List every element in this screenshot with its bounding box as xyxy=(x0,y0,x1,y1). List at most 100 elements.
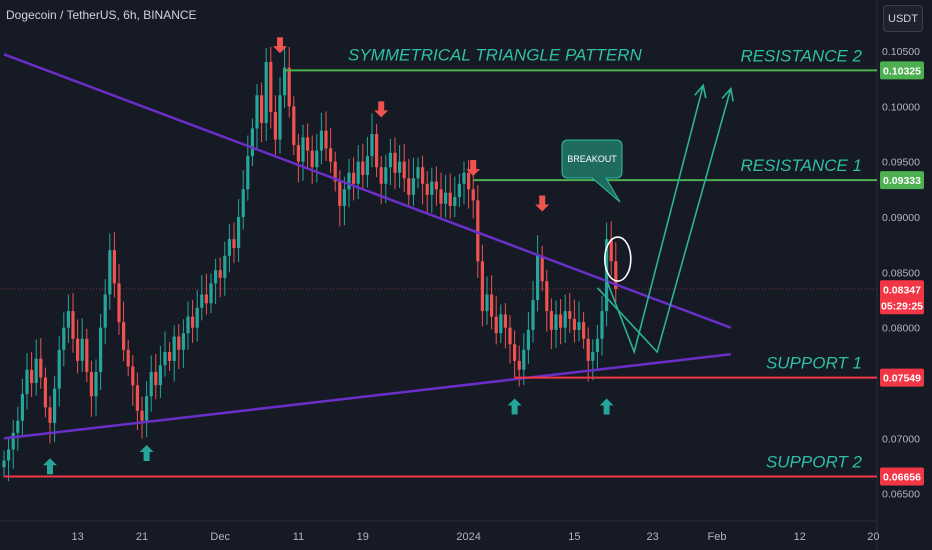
candle-body xyxy=(361,161,365,175)
y-tick-label: 0.10500 xyxy=(882,46,920,58)
projection-arrowhead-icon xyxy=(721,86,734,102)
candle-body xyxy=(457,183,461,198)
candle-body xyxy=(260,95,264,123)
candle-body xyxy=(278,95,282,140)
candle-body xyxy=(232,239,236,249)
candle-body xyxy=(393,152,397,173)
candle-body xyxy=(352,172,356,184)
price-badge-label-current: 0.08347 xyxy=(883,284,921,296)
arrow-up-icon xyxy=(599,398,614,415)
candle-body xyxy=(103,294,107,328)
candle-body xyxy=(11,432,15,450)
projection-arrowhead-icon xyxy=(694,83,707,99)
candle-body xyxy=(85,338,89,372)
candle-body xyxy=(34,358,38,384)
candle-body xyxy=(135,385,139,411)
candle-body xyxy=(586,338,590,361)
price-badge-resistance xyxy=(880,61,924,80)
breakout-label: BREAKOUT xyxy=(567,154,617,164)
currency-button[interactable]: USDT xyxy=(883,5,923,32)
candle-body xyxy=(62,327,66,350)
candle-body xyxy=(370,134,374,157)
candle-body xyxy=(480,261,484,312)
candle-body xyxy=(439,189,443,204)
candle-body xyxy=(540,255,544,282)
candle-body xyxy=(186,316,190,334)
candle-body xyxy=(237,217,241,249)
price-badge-resistance xyxy=(880,171,924,190)
candle-body xyxy=(122,322,126,350)
candle-body xyxy=(563,311,567,328)
candle-body xyxy=(2,460,6,468)
candle-body xyxy=(53,388,57,423)
x-tick-label: 21 xyxy=(136,531,148,543)
candle-body xyxy=(209,283,213,304)
breakout-highlight-circle xyxy=(603,236,632,282)
candle-body xyxy=(329,148,333,162)
candle-body xyxy=(513,344,517,361)
candle-body xyxy=(485,294,489,312)
candle-body xyxy=(154,371,158,386)
candle-body xyxy=(471,189,475,201)
candle-body xyxy=(425,183,429,195)
candle-body xyxy=(43,377,47,408)
x-tick-label: 19 xyxy=(357,531,369,543)
candle-body xyxy=(145,396,149,421)
x-tick-label: 23 xyxy=(646,531,658,543)
candle-body xyxy=(99,327,103,372)
candle-body xyxy=(430,181,434,195)
candle-body xyxy=(402,161,406,179)
price-badge-support xyxy=(880,368,924,387)
candle-body xyxy=(163,352,167,366)
candle-body xyxy=(264,62,268,123)
candle-body xyxy=(467,172,471,190)
candle-body xyxy=(434,181,438,190)
price-badge-countdown xyxy=(880,296,924,315)
candle-body xyxy=(453,197,457,206)
candle-body xyxy=(287,67,291,107)
candle-body xyxy=(462,172,466,184)
candle-body xyxy=(448,192,452,206)
arrow-down-icon xyxy=(374,101,389,118)
candle-body xyxy=(568,311,572,319)
candle-body xyxy=(411,178,415,195)
candle-body xyxy=(191,316,195,328)
candle-body xyxy=(549,311,553,330)
candle-body xyxy=(306,137,310,151)
candle-body xyxy=(25,369,29,395)
y-tick-label: 0.06500 xyxy=(882,489,920,501)
candle-body xyxy=(117,283,121,323)
candle-body xyxy=(416,167,420,179)
candle-body xyxy=(269,62,273,112)
candle-body xyxy=(315,150,319,168)
candle-body xyxy=(200,294,204,308)
arrow-up-icon xyxy=(43,458,57,475)
candle-body xyxy=(517,360,521,370)
candle-body xyxy=(30,369,34,384)
candle-body xyxy=(218,270,222,278)
candle-body xyxy=(582,322,586,339)
candle-body xyxy=(149,371,153,397)
level-label-resistance-1: RESISTANCE 1 xyxy=(740,156,862,175)
candle-body xyxy=(71,311,75,339)
candle-body xyxy=(195,307,199,328)
arrow-up-icon xyxy=(139,445,154,462)
candle-body xyxy=(76,338,80,361)
candle-body xyxy=(591,352,595,361)
candle-body xyxy=(388,152,392,168)
candle-body xyxy=(407,178,411,195)
arrow-up-icon xyxy=(507,398,522,415)
candle-body xyxy=(605,239,609,312)
candle-body xyxy=(20,394,24,421)
price-badge-label-countdown: 05:29:25 xyxy=(881,300,923,312)
candle-body xyxy=(494,316,498,334)
candle-body xyxy=(577,322,581,330)
x-tick-label: 15 xyxy=(568,531,580,543)
y-tick-label: 0.09500 xyxy=(882,157,920,169)
level-label-resistance-2: RESISTANCE 2 xyxy=(740,46,862,65)
candle-body xyxy=(181,333,185,350)
candle-body xyxy=(421,167,425,184)
y-tick-label: 0.07000 xyxy=(882,433,920,445)
y-tick-label: 0.09000 xyxy=(882,212,920,224)
candle-body xyxy=(16,420,20,433)
